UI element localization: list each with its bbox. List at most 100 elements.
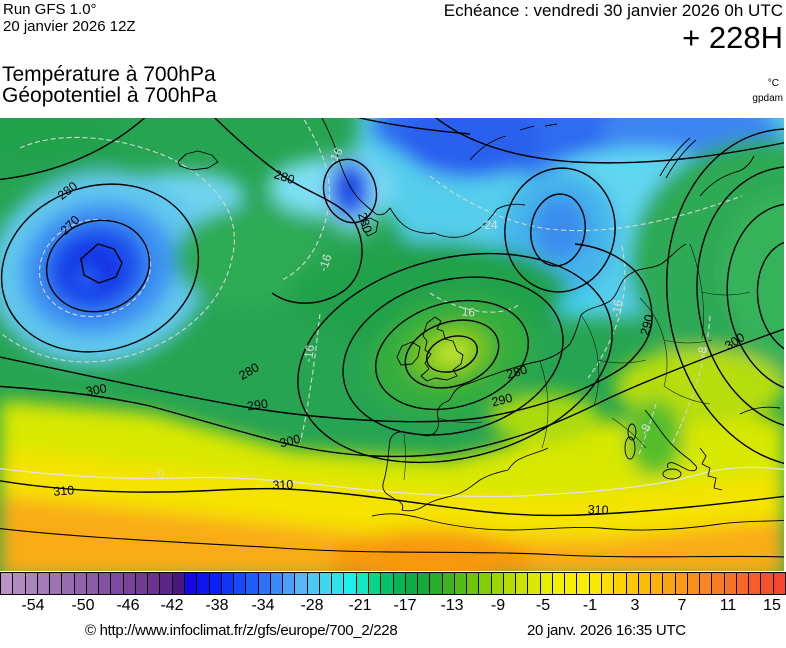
- model-run-date: 20 janvier 2026 12Z: [3, 18, 136, 35]
- contour-label: 310: [587, 503, 608, 518]
- unit-label-gpdam: gpdam: [752, 93, 783, 104]
- colorbar-cell: [577, 573, 590, 594]
- temperature-field: [0, 118, 784, 571]
- colorbar-cell: [344, 573, 357, 594]
- colorbar-cell: [724, 573, 737, 594]
- colorbar-cell: [307, 573, 320, 594]
- colorbar-cell: [332, 573, 345, 594]
- contour-label: 280: [272, 167, 296, 187]
- weather-map: 280 270 280 280 280 290 300 300 310 310 310 280 290 2…: [0, 112, 786, 571]
- contour-label: 16: [461, 304, 476, 319]
- colorbar-tick: -13: [440, 597, 464, 614]
- colorbar-cell: [246, 573, 259, 594]
- colorbar-cell: [614, 573, 627, 594]
- colorbar-cell: [565, 573, 578, 594]
- colorbar-cell: [135, 573, 149, 594]
- colorbar-tick: -34: [251, 597, 275, 614]
- colorbar-tick: 15: [763, 597, 781, 614]
- colorbar-cell: [356, 573, 369, 594]
- contour-label: 280: [355, 211, 375, 235]
- colorbar-tick: -28: [300, 597, 324, 614]
- colorbar-cell: [0, 573, 14, 594]
- colorbar-cell: [37, 573, 51, 594]
- temperature-color-scale: [0, 572, 786, 595]
- colorbar-cell: [736, 573, 750, 594]
- colorbar-cell: [221, 573, 235, 594]
- colorbar-cell: [393, 573, 406, 594]
- colorbar-cell: [258, 573, 271, 594]
- colorbar-cell: [491, 573, 504, 594]
- colorbar-tick: -46: [116, 597, 140, 614]
- colorbar-cell: [700, 573, 713, 594]
- valid-time-label: Echéance : vendredi 30 janvier 2026 0h U…: [443, 1, 783, 20]
- colorbar-cell: [160, 573, 173, 594]
- colorbar-tick: -21: [348, 597, 372, 614]
- colorbar-cell: [25, 573, 38, 594]
- colorbar-cell: [589, 573, 603, 594]
- unit-label-celsius: °C: [767, 78, 779, 89]
- colorbar-cell: [442, 573, 455, 594]
- colorbar-cell: [148, 573, 161, 594]
- contour-label: -24: [480, 218, 498, 232]
- colorbar-cell: [99, 573, 112, 594]
- colorbar-cell: [62, 573, 75, 594]
- colorbar-cell: [528, 573, 541, 594]
- colorbar-cell: [234, 573, 247, 594]
- contour-label: 0: [158, 467, 165, 481]
- colorbar-cell: [540, 573, 553, 594]
- colorbar-cell: [295, 573, 308, 594]
- colorbar-cell: [663, 573, 676, 594]
- colorbar-tick: -42: [160, 597, 184, 614]
- colorbar-cell: [74, 573, 87, 594]
- contour-label: 290: [246, 397, 269, 414]
- colorbar-tick: -38: [205, 597, 229, 614]
- colorbar-cell: [418, 573, 431, 594]
- colorbar-cell: [516, 573, 529, 594]
- model-run-label: Run GFS 1.0°: [3, 1, 97, 18]
- colorbar-cell: [687, 573, 701, 594]
- colorbar-cell: [197, 573, 210, 594]
- parameter-title-geopotential: Géopotentiel à 700hPa: [2, 84, 217, 107]
- contour-label: 290: [490, 391, 514, 410]
- colorbar-cell: [467, 573, 480, 594]
- colorbar-cell: [283, 573, 296, 594]
- colorbar-cell: [552, 573, 566, 594]
- colorbar-cell: [749, 573, 762, 594]
- colorbar-cell: [13, 573, 26, 594]
- generation-timestamp: 20 janv. 2026 16:35 UTC: [527, 622, 686, 639]
- colorbar-cell: [675, 573, 688, 594]
- colorbar-cell: [602, 573, 615, 594]
- colorbar-tick: -1: [582, 597, 598, 614]
- colorbar-tick: 3: [630, 597, 640, 614]
- contour-label: 280: [505, 363, 529, 382]
- colorbar-cell: [626, 573, 639, 594]
- colorbar-cell: [111, 573, 124, 594]
- colorbar-tick: 7: [677, 597, 687, 614]
- contour-label: -16: [316, 252, 335, 273]
- colorbar-tick: -9: [490, 597, 506, 614]
- colorbar-cell: [319, 573, 333, 594]
- colorbar-cell: [503, 573, 517, 594]
- colorbar-cell: [123, 573, 136, 594]
- colorbar-cell: [761, 573, 774, 594]
- source-url: © http://www.infoclimat.fr/z/gfs/europe/…: [85, 622, 398, 639]
- colorbar-cell: [270, 573, 284, 594]
- geopotential-contours: [0, 112, 786, 558]
- colorbar-cell: [86, 573, 100, 594]
- colorbar-cell: [405, 573, 419, 594]
- colorbar-cell: [184, 573, 198, 594]
- country-borders: [403, 243, 751, 481]
- colorbar-tick: -50: [71, 597, 95, 614]
- contour-label: -8: [694, 345, 710, 359]
- contour-label: 310: [53, 483, 75, 498]
- contour-label: 290: [638, 313, 657, 337]
- colorbar-cell: [381, 573, 394, 594]
- colorbar-cell: [172, 573, 185, 594]
- colorbar-tick: -54: [21, 597, 45, 614]
- color-scale-tick-labels: -54 -50 -46 -42 -38 -34 -28 -21 -17 -13 -9 -5 -1 3 7 11…: [0, 597, 786, 618]
- colorbar-tick: -17: [393, 597, 417, 614]
- colorbar-tick: 11: [719, 597, 737, 614]
- forecast-hour-label: + 228H: [682, 20, 783, 55]
- colorbar-cell: [651, 573, 664, 594]
